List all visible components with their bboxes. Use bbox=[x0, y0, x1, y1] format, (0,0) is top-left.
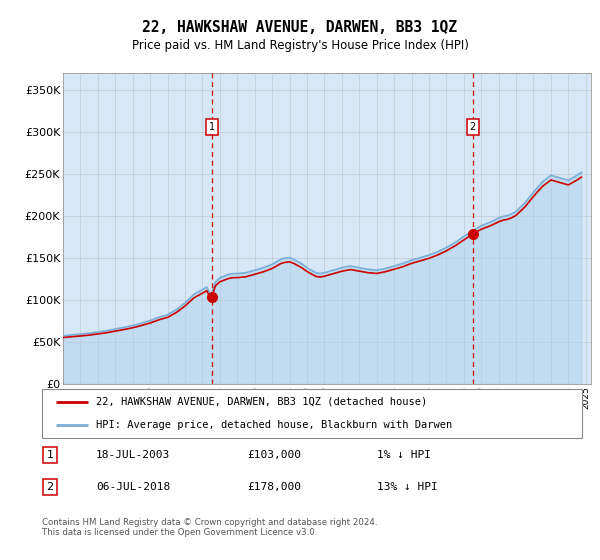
Text: 18-JUL-2003: 18-JUL-2003 bbox=[96, 450, 170, 460]
Text: 1% ↓ HPI: 1% ↓ HPI bbox=[377, 450, 431, 460]
Text: £103,000: £103,000 bbox=[247, 450, 301, 460]
Text: 13% ↓ HPI: 13% ↓ HPI bbox=[377, 482, 437, 492]
Text: HPI: Average price, detached house, Blackburn with Darwen: HPI: Average price, detached house, Blac… bbox=[96, 419, 452, 430]
Text: 22, HAWKSHAW AVENUE, DARWEN, BB3 1QZ: 22, HAWKSHAW AVENUE, DARWEN, BB3 1QZ bbox=[143, 20, 458, 35]
Text: Price paid vs. HM Land Registry's House Price Index (HPI): Price paid vs. HM Land Registry's House … bbox=[131, 39, 469, 52]
Text: 1: 1 bbox=[209, 123, 215, 132]
Text: Contains HM Land Registry data © Crown copyright and database right 2024.
This d: Contains HM Land Registry data © Crown c… bbox=[42, 518, 377, 538]
FancyBboxPatch shape bbox=[42, 389, 582, 438]
Text: 2: 2 bbox=[470, 123, 476, 132]
Text: 06-JUL-2018: 06-JUL-2018 bbox=[96, 482, 170, 492]
Text: 22, HAWKSHAW AVENUE, DARWEN, BB3 1QZ (detached house): 22, HAWKSHAW AVENUE, DARWEN, BB3 1QZ (de… bbox=[96, 397, 427, 407]
Text: £178,000: £178,000 bbox=[247, 482, 301, 492]
Text: 1: 1 bbox=[47, 450, 53, 460]
Text: 2: 2 bbox=[47, 482, 53, 492]
